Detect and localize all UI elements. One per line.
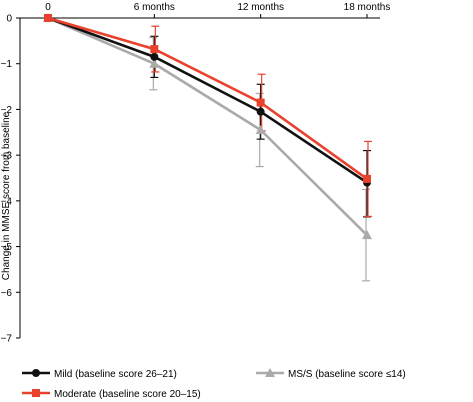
legend-label: MS/S (baseline score ≤14) [288, 369, 406, 380]
data-point [150, 45, 159, 54]
x-tick-label: 12 months [237, 2, 284, 13]
data-point [149, 58, 160, 68]
legend-marker [265, 368, 275, 377]
y-tick-label: −1 [1, 59, 13, 70]
y-tick-label: 0 [6, 14, 12, 25]
y-tick-label: −5 [1, 242, 13, 253]
series-layer [43, 13, 372, 240]
y-tick-label: −6 [1, 288, 13, 299]
y-axis-label: Change in MMSE score from baseline [1, 111, 12, 280]
legend-marker [32, 369, 40, 377]
data-point [44, 14, 52, 22]
data-point [363, 174, 371, 183]
series-line [47, 16, 368, 184]
series-line [47, 16, 368, 237]
y-tick-label: −3 [1, 151, 13, 162]
x-tick-label: 0 [45, 2, 51, 13]
series-line [47, 16, 368, 180]
x-tick-label: 6 months [134, 2, 175, 13]
legend-label: Moderate (baseline score 20–15) [54, 389, 201, 400]
ticks-layer: 0 −1 −2 −3 −4 −5 −6 −7 0 6 months 12 months 18 mont… [1, 2, 391, 345]
legend-marker [32, 389, 40, 397]
x-tick-label: 18 months [344, 2, 391, 13]
data-point [150, 52, 159, 61]
data-point [362, 230, 372, 240]
data-point [256, 98, 265, 107]
legend: Mild (baseline score 26–21) MS/S (baselin… [22, 368, 406, 400]
y-tick-label: −4 [1, 196, 13, 207]
y-tick-label: −7 [1, 334, 13, 345]
y-tick-label: −2 [1, 105, 13, 116]
data-point [255, 125, 266, 134]
data-point [256, 107, 265, 116]
legend-label: Mild (baseline score 26–21) [54, 369, 177, 380]
